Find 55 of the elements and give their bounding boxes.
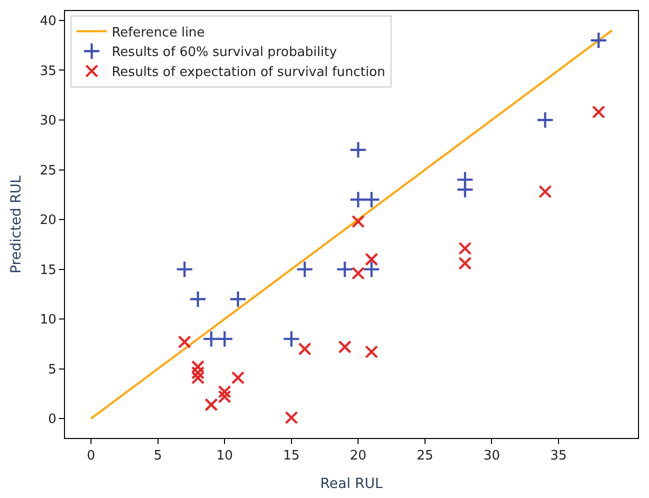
- point: [218, 385, 232, 398]
- point: [189, 290, 207, 308]
- point: [458, 242, 472, 255]
- x-tick-label: 20: [350, 448, 366, 464]
- x-tick-label: 30: [483, 448, 500, 464]
- point: [176, 260, 194, 278]
- point: [204, 398, 218, 412]
- point: [216, 330, 234, 348]
- point: [352, 214, 365, 228]
- point: [336, 260, 354, 278]
- point: [282, 330, 300, 348]
- y-tick-label: 15: [40, 262, 56, 278]
- x-tick-label: 10: [216, 448, 233, 464]
- point: [296, 260, 314, 278]
- legend-label: Results of expectation of survival function: [112, 65, 386, 80]
- x-tick-label: 0: [86, 448, 96, 464]
- y-tick-label: 5: [48, 362, 56, 378]
- legend-label: Results of 60% survival probability: [112, 45, 338, 60]
- point: [458, 256, 472, 270]
- y-tick-label: 30: [40, 114, 56, 129]
- point: [456, 180, 474, 198]
- x-tick-label: 5: [154, 448, 162, 464]
- point: [362, 190, 380, 208]
- point: [364, 345, 378, 358]
- point: [298, 342, 312, 356]
- point: [349, 190, 367, 208]
- y-tick-label: 40: [40, 14, 56, 30]
- point: [191, 360, 204, 374]
- point: [191, 366, 204, 380]
- point: [592, 105, 606, 119]
- x-tick-label: 25: [416, 448, 434, 464]
- y-tick-label: 25: [40, 163, 56, 178]
- point: [218, 390, 232, 404]
- point: [364, 252, 378, 266]
- point: [538, 185, 552, 198]
- point: [178, 335, 192, 349]
- point: [229, 290, 247, 308]
- y-tick-label: 20: [40, 213, 56, 228]
- x-axis-title: Real RUL: [320, 476, 383, 492]
- y-tick-label: 35: [40, 64, 56, 79]
- point: [231, 371, 245, 384]
- legend-label: Reference line: [112, 25, 205, 40]
- x-tick-label: 15: [283, 448, 300, 464]
- point: [284, 411, 298, 424]
- point: [338, 340, 352, 354]
- point: [191, 371, 204, 384]
- point: [362, 260, 380, 278]
- point: [349, 141, 367, 159]
- x-tick-label: 35: [550, 448, 567, 464]
- point: [352, 266, 365, 280]
- y-tick-label: 0: [48, 412, 56, 428]
- y-axis-title: Predicted RUL: [8, 175, 24, 274]
- y-tick-label: 10: [40, 312, 56, 328]
- point: [536, 111, 554, 129]
- point: [590, 32, 608, 50]
